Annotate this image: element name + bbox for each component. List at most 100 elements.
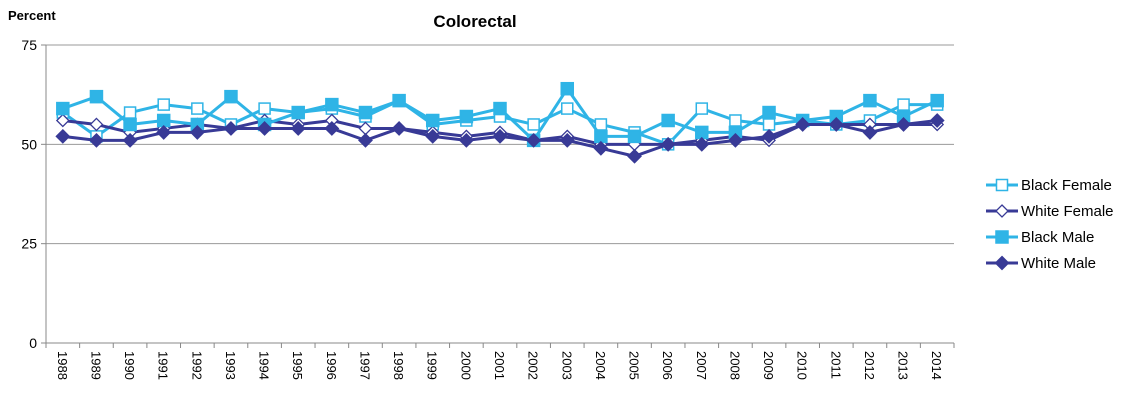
data-point-black-female: [695, 102, 709, 115]
data-point-white-male: [324, 121, 340, 136]
x-tick-label: 2011: [828, 351, 843, 379]
data-point-white-male: [593, 140, 609, 156]
x-tick-label: 1993: [223, 351, 238, 380]
data-point-white-female: [55, 113, 70, 128]
data-point-white-male: [122, 132, 138, 148]
data-point-white-male: [862, 124, 878, 140]
data-point-white-female: [89, 117, 104, 132]
data-point-black-female: [157, 98, 170, 111]
y-tick-label: 75: [21, 37, 37, 53]
x-tick-label: 1990: [122, 351, 137, 380]
data-point-white-male: [694, 136, 710, 152]
legend-item-black-male: Black Male: [984, 224, 1134, 250]
data-point-white-male: [559, 132, 575, 148]
series-white-male: [55, 113, 945, 164]
x-tick-label: 1995: [290, 351, 305, 380]
legend-label: White Male: [1021, 254, 1097, 272]
x-tick-label: 2007: [694, 351, 709, 380]
data-point-white-male: [492, 128, 508, 144]
data-point-white-male: [660, 136, 676, 152]
data-point-black-male: [291, 105, 305, 120]
x-tick-label: 2003: [559, 351, 574, 380]
data-point-white-male: [727, 132, 743, 148]
data-point-black-female: [527, 118, 540, 131]
data-point-black-male: [325, 97, 339, 112]
legend-item-white-male: White Male: [984, 250, 1134, 276]
data-point-white-male: [795, 117, 811, 132]
legend-swatch: [986, 178, 1018, 192]
axes: 0 25 50 75 1988 1989 1990 1991 1992 1993 1994 1995 1…: [21, 37, 955, 380]
y-axis-label: Percent: [8, 8, 56, 23]
data-point-white-male: [761, 128, 777, 144]
x-tick-label: 2010: [795, 351, 810, 380]
data-point-black-female: [729, 114, 742, 127]
data-point-white-male: [828, 117, 844, 132]
data-point-black-male: [459, 109, 474, 124]
data-point-black-male: [627, 129, 642, 144]
x-tick-label: 2000: [458, 351, 473, 380]
data-point-black-male: [930, 93, 944, 108]
data-point-black-male: [392, 93, 406, 108]
legend-swatch: [986, 204, 1018, 218]
x-tick-label: 1996: [324, 351, 339, 380]
data-point-white-male: [896, 117, 911, 132]
data-point-black-female: [123, 106, 137, 119]
series-black-male: [56, 81, 944, 148]
legend-label: White Female: [1021, 202, 1114, 220]
data-point-black-female: [762, 118, 776, 131]
x-tick-label: 2008: [727, 351, 742, 380]
x-tick-label: 2001: [492, 351, 507, 380]
x-tick-label: 2005: [627, 351, 642, 380]
data-point-black-male: [156, 113, 171, 128]
legend-swatch: [986, 230, 1018, 244]
y-tick-label: 0: [29, 335, 37, 351]
x-tick-label: 2004: [593, 351, 608, 380]
data-point-white-male: [458, 132, 474, 148]
data-point-white-male: [627, 148, 642, 164]
data-point-white-male: [89, 132, 104, 148]
data-point-white-male: [156, 124, 172, 140]
x-tick-label: 2012: [862, 351, 877, 380]
data-point-black-male: [493, 101, 507, 116]
x-tick-label: 1994: [257, 351, 272, 380]
data-point-black-male: [224, 89, 238, 104]
data-point-black-male: [560, 81, 575, 96]
data-point-white-male: [929, 113, 945, 128]
legend-item-white-female: White Female: [984, 198, 1134, 224]
data-point-black-female: [191, 102, 204, 115]
data-point-white-male: [55, 128, 71, 144]
data-point-black-female: [258, 102, 271, 115]
gridlines: [46, 44, 954, 245]
x-tick-label: 1999: [425, 351, 440, 380]
legend-swatch-marker: [994, 255, 1010, 271]
data-point-black-male: [863, 93, 877, 108]
data-point-black-female: [897, 98, 910, 111]
data-point-white-female: [358, 121, 373, 136]
y-tick-label: 25: [21, 236, 37, 252]
x-tick-label: 1988: [55, 351, 70, 380]
x-tick-label: 2014: [929, 351, 944, 380]
data-point-black-female: [594, 118, 608, 131]
data-point-black-male: [89, 89, 104, 104]
data-point-white-male: [526, 132, 542, 148]
x-tick-label: 1989: [88, 351, 103, 380]
legend-item-black-female: Black Female: [984, 172, 1134, 198]
chart-title: Colorectal: [433, 12, 516, 31]
x-tick-label: 1991: [156, 351, 171, 380]
data-point-white-male: [223, 121, 239, 136]
data-point-black-male: [56, 101, 70, 116]
data-point-black-male: [123, 117, 137, 132]
x-tick-label: 2006: [660, 351, 675, 380]
x-tick-label: 1998: [391, 351, 406, 380]
data-point-black-male: [661, 113, 675, 128]
data-point-black-male: [695, 125, 709, 140]
data-point-white-male: [358, 132, 373, 148]
data-point-white-male: [189, 124, 205, 140]
legend-swatch-marker: [995, 178, 1009, 192]
x-tick-label: 1997: [357, 351, 372, 380]
legend-swatch-marker: [995, 230, 1009, 244]
data-point-black-male: [425, 113, 440, 128]
legend-label: Black Male: [1021, 228, 1095, 246]
